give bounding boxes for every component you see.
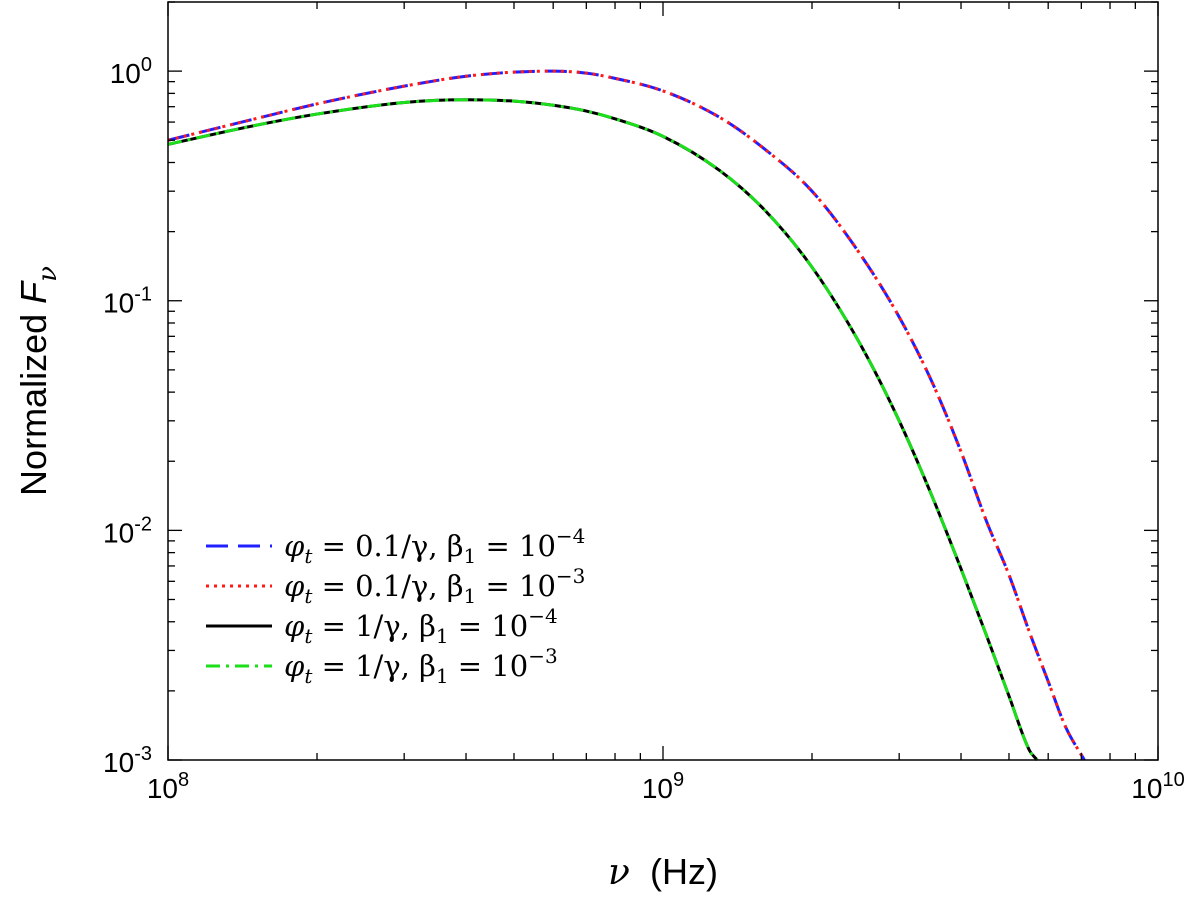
y-axis-label: Normalized Fν (13, 266, 63, 496)
y-tick-labels: 10-3 10-2 10-1 100 (103, 54, 152, 778)
legend: φt = 0.1/γ, β1 = 10−4φt = 0.1/γ, β1 = 10… (206, 524, 585, 688)
x-tick-label: 1010 (1131, 769, 1184, 804)
legend-label-1: φt = 0.1/γ, β1 = 10−4 (284, 524, 585, 568)
y-axis-symbol: F (13, 280, 54, 304)
x-axis-unit: (Hz) (650, 851, 718, 892)
x-tick-labels: 108 109 1010 (147, 769, 1185, 804)
y-tick-label: 10-2 (103, 513, 152, 548)
y-axis-text: Normalized (13, 304, 54, 496)
x-axis-symbol: ν (608, 852, 630, 893)
x-tick-label: 109 (642, 769, 684, 804)
legend-label-2: φt = 0.1/γ, β1 = 10−3 (284, 564, 585, 608)
series-line-1 (167, 69, 1086, 761)
tick-layer (167, 1, 1159, 761)
x-axis-label: ν (Hz) (608, 851, 718, 893)
series-layer (167, 69, 1086, 761)
legend-label-4: φt = 1/γ, β1 = 10−3 (284, 644, 558, 688)
y-axis-subscript: ν (33, 266, 63, 282)
y-tick-label: 10-3 (103, 743, 152, 778)
x-tick-label: 108 (147, 769, 189, 804)
legend-label-3: φt = 1/γ, β1 = 10−4 (284, 604, 558, 648)
y-tick-label: 10-1 (103, 284, 152, 319)
series-line-4 (167, 98, 1039, 761)
y-tick-label: 100 (110, 54, 152, 89)
